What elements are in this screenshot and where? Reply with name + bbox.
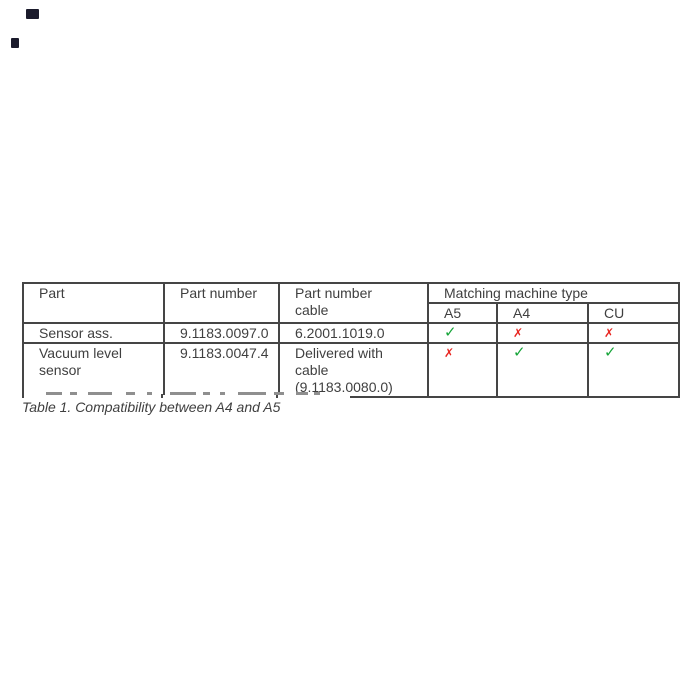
- text-fragment-dash: [296, 392, 308, 395]
- text-fragment-dash: [220, 392, 225, 395]
- header-part: Part: [22, 282, 165, 324]
- cell-cable-row2: Delivered with cable (9.1183.0080.0): [278, 342, 429, 398]
- compatibility-table: Part Part number Part number cable Match…: [22, 282, 681, 398]
- text-fragment-dash: [203, 392, 210, 395]
- header-machine-a4: A4: [496, 302, 589, 324]
- text-fragment-dash: [274, 392, 284, 395]
- text-fragment-dash: [170, 392, 196, 395]
- header-machine-cu: CU: [586, 302, 681, 324]
- text-fragment-dash: [238, 392, 266, 395]
- cell-part-row2: Vacuum level sensor: [22, 342, 165, 398]
- ink-artifact-2: [11, 38, 19, 48]
- compat-cu-row2: ✓: [586, 342, 681, 398]
- cell-part-row1: Sensor ass.: [22, 322, 165, 344]
- compat-a4-row1: ✗: [496, 322, 589, 344]
- text-fragment-dash: [46, 392, 62, 395]
- compat-a5-row1: ✓: [427, 322, 498, 344]
- cell-cable-row1: 6.2001.1019.0: [278, 322, 429, 344]
- compat-cu-row1: ✗: [586, 322, 681, 344]
- text-fragment-dash: [88, 392, 112, 395]
- compat-a4-row2: ✓: [496, 342, 589, 398]
- text-fragment-dash: [314, 392, 320, 395]
- clipped-text-fragments: [0, 392, 700, 396]
- header-matching-machine-type: Matching machine type: [426, 282, 681, 304]
- header-machine-a5: A5: [427, 302, 498, 324]
- compat-a5-row2: ✗: [427, 342, 498, 398]
- border-mask-artifact: [24, 395, 350, 400]
- header-part-number-cable: Part number cable: [278, 282, 429, 324]
- text-fragment-dash: [70, 392, 77, 395]
- cell-part-number-row1: 9.1183.0097.0: [163, 322, 280, 344]
- table-row: Sensor ass. 9.1183.0097.0 6.2001.1019.0 …: [22, 322, 681, 344]
- table-caption: Table 1. Compatibility between A4 and A5: [22, 399, 281, 415]
- cell-part-number-row2: 9.1183.0047.4: [163, 342, 280, 398]
- border-tick-2: [276, 394, 278, 398]
- text-fragment-dash: [147, 392, 152, 395]
- ink-artifact-1: [26, 9, 39, 19]
- text-fragment-dash: [126, 392, 135, 395]
- header-part-number: Part number: [163, 282, 280, 324]
- table-row: Vacuum level sensor 9.1183.0047.4 Delive…: [22, 342, 681, 398]
- border-tick-1: [161, 394, 163, 398]
